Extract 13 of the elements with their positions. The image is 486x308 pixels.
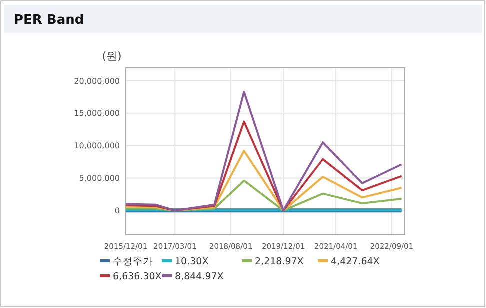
y-tick-label: 10,000,000 (74, 142, 120, 151)
legend-label: 8,844.97X (175, 271, 224, 282)
y-axis-title: (원) (102, 50, 122, 63)
legend-label: 수정주가 (113, 256, 153, 268)
legend-label: 4,427.64X (331, 256, 380, 268)
y-tick-label: 0 (114, 206, 120, 216)
y-tick-label: 5,000,000 (79, 174, 120, 184)
legend-label: 10.30X (175, 256, 210, 268)
legend-label: 2,218.97X (255, 256, 304, 268)
y-tick-label: 15,000,000 (74, 109, 120, 118)
legend-label: 6,636.30X (113, 271, 162, 282)
y-tick-label: 20,000,000 (74, 76, 120, 86)
chart-title: PER Band (14, 13, 84, 28)
